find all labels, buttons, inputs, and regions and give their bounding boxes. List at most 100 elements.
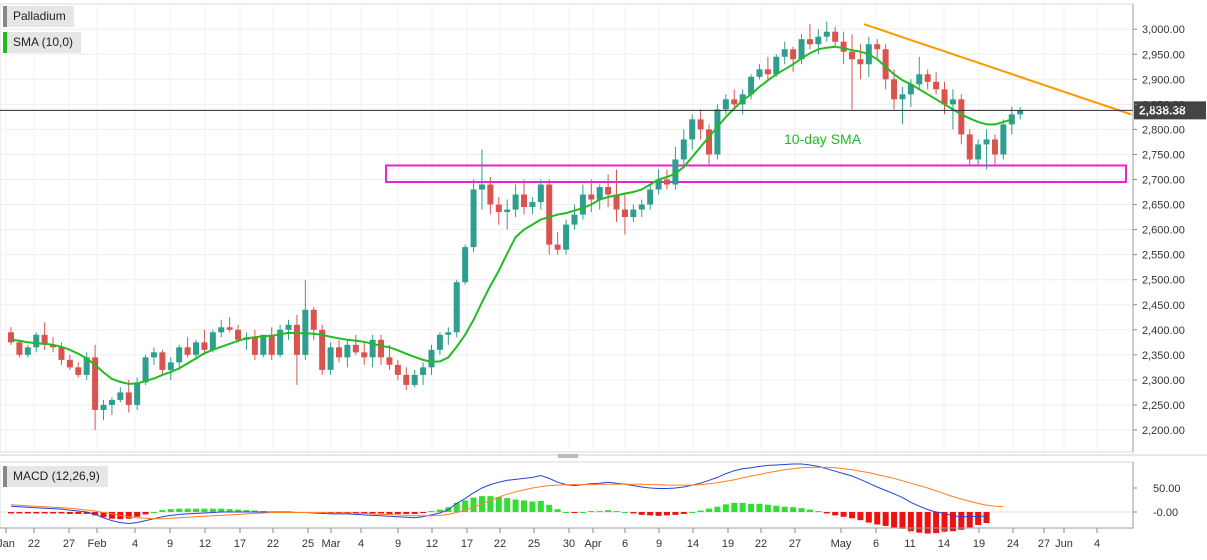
time-tick-label: 17: [461, 538, 473, 550]
macd-histogram-bar: [100, 512, 107, 518]
macd-histogram-bar: [495, 497, 502, 512]
macd-histogram-bar: [125, 512, 132, 519]
price-tick-label: 2,950.00: [1142, 49, 1185, 61]
time-tick-label: May: [831, 538, 852, 550]
candle-body: [159, 352, 166, 370]
price-tick-label: 2,350.00: [1142, 350, 1185, 362]
candle-body: [571, 214, 578, 225]
candle-body: [134, 382, 141, 405]
macd-histogram-bar: [731, 502, 738, 512]
time-tick-label: 6: [873, 538, 879, 550]
candle-body: [125, 392, 132, 405]
candle-body: [150, 352, 157, 358]
candle-body: [605, 187, 612, 195]
candle-body: [832, 31, 839, 42]
macd-histogram-bar: [521, 500, 528, 512]
candle-body: [1017, 110, 1024, 115]
price-tick-label: 2,200.00: [1142, 425, 1185, 437]
macd-histogram-bar: [588, 511, 595, 513]
macd-histogram-bar: [706, 508, 713, 512]
candle-body: [487, 184, 494, 205]
macd-histogram-bar: [806, 509, 813, 512]
candle-body: [142, 357, 149, 383]
candle-body: [327, 347, 334, 370]
candle-body: [857, 59, 864, 65]
candle-body: [731, 99, 738, 105]
candle-body: [369, 339, 376, 358]
macd-histogram-bar: [394, 512, 401, 514]
candle-body: [882, 49, 889, 80]
macd-histogram-bar: [529, 501, 536, 512]
candle-body: [344, 344, 351, 358]
macd-histogram-bar: [672, 512, 679, 515]
macd-histogram-bar: [142, 512, 149, 515]
macd-histogram-bar: [75, 512, 82, 514]
macd-histogram-bar: [941, 512, 948, 532]
time-tick-label: 25: [302, 538, 314, 550]
candle-body: [268, 334, 275, 355]
time-tick-label: Feb: [88, 538, 107, 550]
legend-instrument-label: Palladium: [13, 9, 66, 23]
candle-body: [672, 159, 679, 185]
legend-sma: SMA (10,0): [3, 32, 82, 53]
macd-tick-label: 50.00: [1153, 483, 1181, 495]
macd-histogram-bar: [840, 512, 847, 517]
candle-body: [386, 357, 393, 365]
candle-body: [949, 99, 956, 105]
macd-histogram-bar: [83, 512, 90, 514]
candle-body: [58, 347, 65, 360]
macd-histogram-bar: [428, 511, 435, 513]
candle-body: [756, 69, 763, 77]
sma-annotation-label: 10-day SMA: [784, 131, 862, 147]
candle-body: [849, 51, 855, 60]
candle-body: [689, 119, 696, 140]
macd-histogram-bar: [613, 511, 620, 513]
candle-body: [92, 357, 99, 410]
macd-histogram-bar: [832, 512, 839, 516]
candle-body: [310, 309, 317, 330]
macd-histogram-bar: [378, 512, 385, 514]
candle-body: [470, 189, 477, 248]
candle-body: [428, 349, 435, 368]
price-tick-label: 2,300.00: [1142, 375, 1185, 387]
candle-body: [512, 194, 519, 210]
macd-histogram-bar: [537, 500, 544, 512]
macd-histogram-bar: [436, 509, 443, 512]
macd-histogram-bar: [159, 510, 166, 512]
candle-body: [176, 347, 183, 363]
candle-body: [706, 129, 713, 155]
macd-histogram-bar: [756, 503, 763, 512]
candle-body: [251, 337, 258, 355]
candle-body: [764, 69, 771, 75]
price-tick-label: 2,250.00: [1142, 400, 1185, 412]
macd-histogram-bar: [647, 512, 654, 516]
candle-body: [891, 79, 898, 100]
macd-histogram-bar: [504, 498, 511, 512]
candle-body: [436, 334, 443, 350]
time-tick-label: 6: [622, 538, 628, 550]
candle-body: [453, 282, 460, 333]
candle-body: [1000, 124, 1007, 155]
candle-body: [529, 202, 536, 208]
time-tick-label: 30: [563, 538, 575, 550]
macd-histogram-bar: [975, 512, 982, 525]
time-tick-label: 27: [789, 538, 801, 550]
macd-histogram-bar: [33, 512, 40, 514]
candle-body: [975, 144, 982, 160]
support-zone-rectangle: [385, 164, 1127, 184]
price-tick-label: 2,750.00: [1142, 149, 1185, 161]
candle-body: [335, 347, 342, 358]
price-tick-label: 2,600.00: [1142, 225, 1185, 237]
time-tick-label: 12: [426, 538, 438, 550]
macd-histogram-bar: [92, 512, 99, 516]
macd-histogram-bar: [201, 508, 208, 512]
candle-body: [201, 342, 208, 350]
candle-body: [991, 139, 998, 155]
candle-body: [798, 39, 805, 60]
macd-histogram-bar: [630, 512, 637, 514]
candle-body: [504, 209, 511, 213]
macd-histogram-bar: [453, 502, 460, 512]
candle-body: [563, 224, 570, 250]
candle-body: [403, 374, 410, 385]
macd-histogram-bar: [470, 497, 477, 512]
